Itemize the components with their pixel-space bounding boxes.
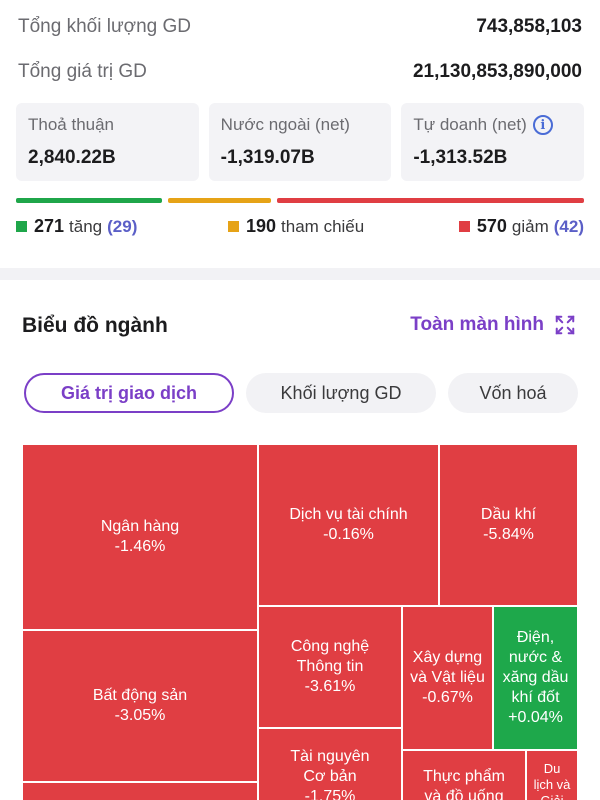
breadth-up-segment [16,198,163,203]
ref-label: tham chiếu [281,216,365,236]
market-summary: Tổng khối lượng GD 743,858,103 Tổng giá … [0,0,600,268]
card-proprietary-net: Tự doanh (net) i -1,313.52B [401,103,585,181]
tile-name: Thực phẩm và đồ uống [423,768,505,800]
sector-chart-title: Biểu đồ ngành [22,314,168,337]
info-icon[interactable]: i [532,115,553,135]
up-label: tăng [69,216,103,236]
tile-change: -0.16% [323,526,374,543]
treemap-tile[interactable]: Xây dựng và Vật liệu -0.67% [402,606,493,750]
down-floor-count: (42) [553,216,584,236]
tile-name: Dịch vụ tài chính [289,506,408,523]
tile-name: Dầu khí [480,506,537,523]
up-count: 271 [34,216,65,236]
treemap-tile[interactable]: Tài nguyên Cơ bản -1.75% [258,728,402,800]
tile-change: +0.04% [508,709,563,726]
breadth-down-segment [276,198,584,203]
card-negotiated-value: 2,840.22B [28,147,116,168]
treemap-tile[interactable]: Thực phẩm và đồ uống [402,750,526,800]
treemap-tile[interactable]: Bất động sản -3.05% [22,630,258,782]
treemap-tile[interactable] [22,782,258,800]
total-value-label: Tổng giá trị GD [18,61,147,82]
card-proprietary-net-label-row: Tự doanh (net) i [413,115,572,135]
down-count: 570 [476,216,507,236]
ref-square-icon [228,221,239,232]
tile-change: -3.05% [114,707,166,724]
tab-trading-value[interactable]: Giá trị giao dịch [24,373,234,413]
tile-name: Điện, nước & xăng dầu khí đốt [502,629,569,706]
tile-change: -1.75% [304,788,356,800]
total-value-row: Tổng giá trị GD 21,130,853,890,000 [18,57,582,87]
tile-change: -5.84% [483,526,534,543]
card-foreign-net: Nước ngoài (net) -1,319.07B [208,103,392,181]
expand-icon [555,315,575,335]
treemap-tile[interactable]: Du lịch và Giải trí [526,750,578,800]
breadth-down: 570 giảm (42) [458,216,584,237]
section-divider [0,268,600,280]
breadth-ref-segment [168,198,271,203]
total-value-value: 21,130,853,890,000 [412,61,582,82]
treemap-tile[interactable]: Ngân hàng -1.46% [22,444,258,630]
tile-name: Tài nguyên Cơ bản [290,748,370,785]
sector-tabs: Giá trị giao dịch Khối lượng GD Vốn hoá [24,373,578,413]
total-volume-label: Tổng khối lượng GD [18,16,192,37]
card-negotiated: Thoả thuận 2,840.22B [16,103,199,181]
treemap-tile[interactable]: Dầu khí -5.84% [439,444,578,606]
fullscreen-button[interactable]: Toàn màn hình [410,314,576,336]
treemap-tile[interactable]: Điện, nước & xăng dầu khí đốt +0.04% [493,606,578,750]
sector-treemap: Ngân hàng -1.46% Dịch vụ tài chính -0.16… [22,444,578,800]
up-square-icon [16,221,27,232]
tab-trading-volume[interactable]: Khối lượng GD [246,373,436,413]
breadth-ref: 190 tham chiếu [228,216,369,237]
tile-name: Công nghệ Thông tin [290,638,370,675]
total-volume-value: 743,858,103 [476,16,582,37]
card-foreign-net-label: Nước ngoài (net) [220,115,350,134]
tile-change: -1.46% [114,538,166,555]
breadth-up: 271 tăng (29) [16,216,137,237]
treemap-tile[interactable]: Công nghệ Thông tin -3.61% [258,606,402,728]
card-foreign-net-value: -1,319.07B [220,147,315,168]
card-proprietary-net-label: Tự doanh (net) [413,115,527,134]
up-ceiling-count: (29) [107,216,138,236]
tile-name: Du lịch và Giải trí [533,761,571,800]
market-breadth-bar [16,198,584,203]
tile-change: -3.61% [304,678,356,695]
fullscreen-label: Toàn màn hình [410,314,544,335]
tile-name: Xây dựng và Vật liệu [410,649,485,686]
tile-name: Ngân hàng [100,518,180,535]
tile-change: -0.67% [422,689,473,706]
market-breadth-legend: 271 tăng (29) 190 tham chiếu 570 giảm (4… [16,216,584,244]
treemap-tile[interactable]: Dịch vụ tài chính -0.16% [258,444,439,606]
card-proprietary-net-value: -1,313.52B [413,147,508,168]
ref-count: 190 [246,216,277,236]
card-negotiated-label: Thoả thuận [28,115,115,134]
down-label: giảm [511,216,549,236]
stats-cards: Thoả thuận 2,840.22B Nước ngoài (net) -1… [16,103,585,181]
tile-name: Bất động sản [92,687,188,704]
total-volume-row: Tổng khối lượng GD 743,858,103 [18,12,582,42]
tab-market-cap[interactable]: Vốn hoá [448,373,578,413]
down-square-icon [458,221,470,232]
